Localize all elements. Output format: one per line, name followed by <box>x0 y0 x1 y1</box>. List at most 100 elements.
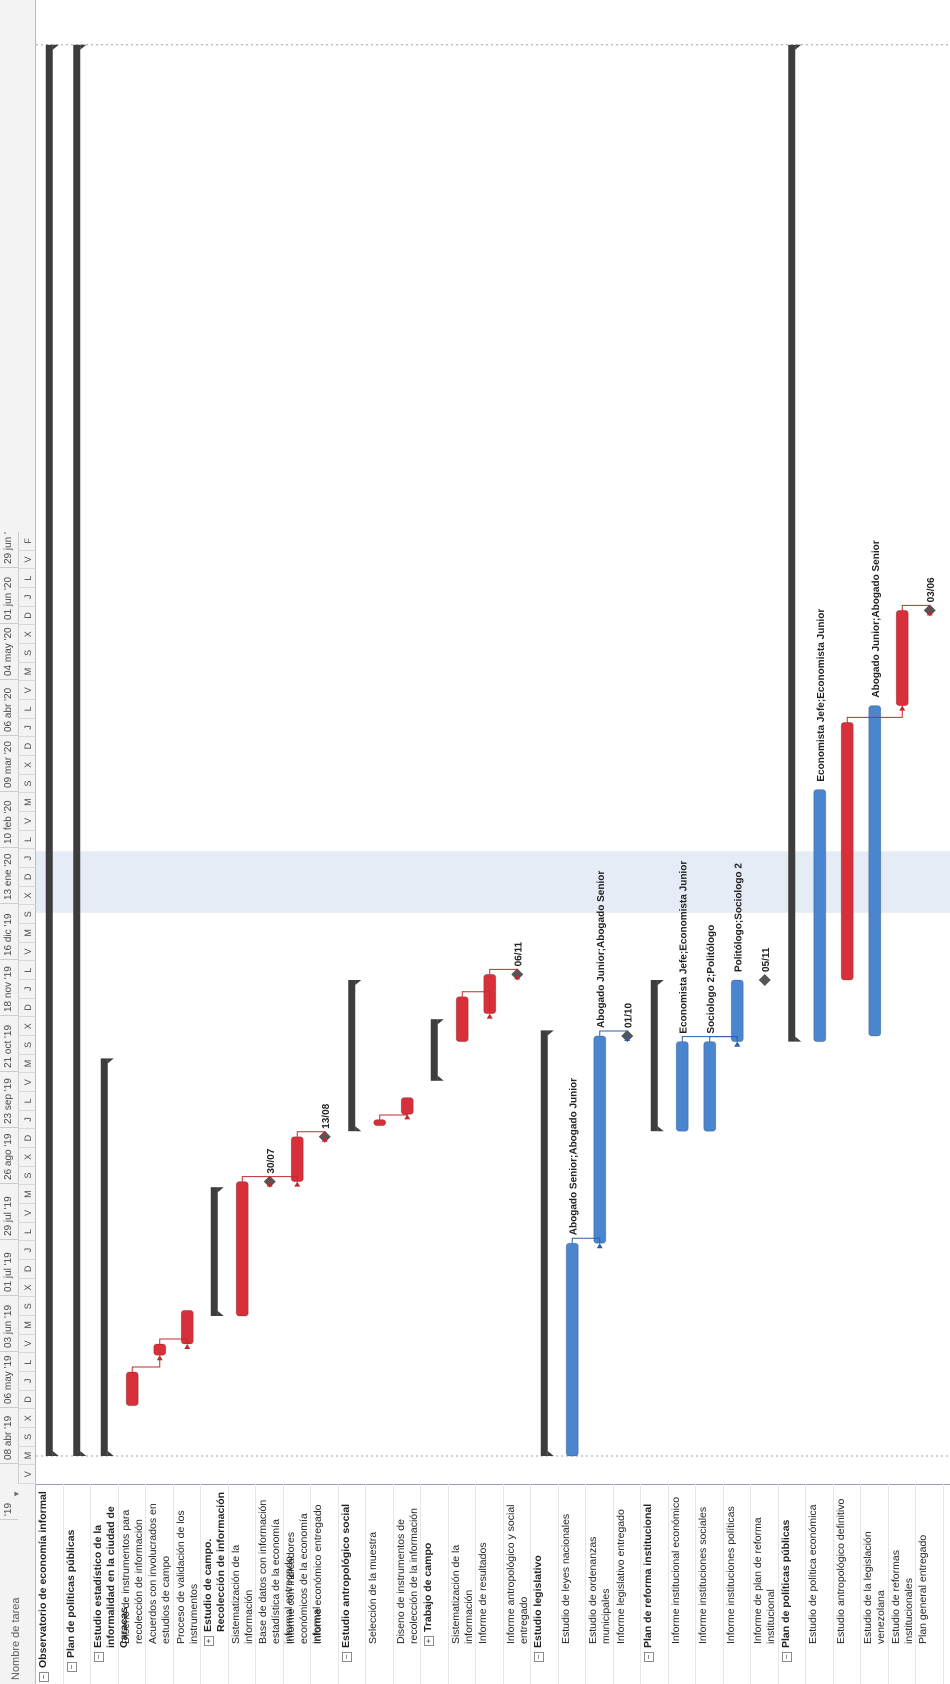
timescale-day-label: M <box>18 1316 36 1335</box>
task-row[interactable]: Informe de plan de reforma institucional <box>751 1484 779 1684</box>
task-row[interactable]: Estudio de la legislación venezolana <box>861 1484 889 1684</box>
collapse-icon[interactable]: − <box>644 1652 654 1662</box>
task-bar <box>675 1041 689 1132</box>
task-row[interactable]: Informe institucional económico <box>668 1484 696 1684</box>
collapse-icon[interactable]: − <box>66 1662 77 1672</box>
timescale-week-label: 04 may '20 <box>0 624 18 680</box>
task-bar <box>703 1041 717 1132</box>
resource-label: Economista Jefe;Economista Junior <box>816 609 827 782</box>
milestone-date-label: 06/11 <box>513 941 524 966</box>
timescale-day-label: D <box>18 998 36 1018</box>
task-row[interactable]: Informe de resultados <box>476 1484 504 1684</box>
timescale-day-label: X <box>18 625 36 644</box>
task-row[interactable]: Informe instituciones políticas <box>723 1484 751 1684</box>
collapse-icon[interactable]: − <box>341 1652 352 1662</box>
timescale-day-label: D <box>18 868 36 887</box>
task-row[interactable]: Acuerdos con involucrados en estudios de… <box>146 1484 174 1684</box>
timescale-week-label: 18 nov '19 <box>0 960 18 1016</box>
task-row[interactable]: Estudio de reformas institucionales <box>888 1484 916 1684</box>
expand-icon[interactable]: + <box>424 1636 434 1646</box>
task-row[interactable]: Base de datos con información estadístic… <box>256 1484 295 1684</box>
timescale-day-label: M <box>18 793 36 812</box>
task-row[interactable]: − Plan de reforma institucional <box>641 1484 669 1684</box>
collapse-icon[interactable]: − <box>39 1672 49 1682</box>
summary-bar <box>348 980 356 1132</box>
task-row[interactable]: − Estudio legislativo <box>531 1484 559 1684</box>
task-row[interactable]: Selección de la muestra <box>366 1484 394 1684</box>
task-row[interactable]: Informe legislativo entregado <box>613 1484 641 1684</box>
resource-label: Abogado Junior;Abogado Senior <box>596 871 607 1028</box>
summary-bar <box>650 980 658 1132</box>
task-row[interactable]: − Estudio antropológico social <box>338 1484 366 1684</box>
task-row[interactable]: Diseno de instrumentos de recolección de… <box>393 1484 421 1684</box>
summary-bar-start-cap <box>107 1451 114 1456</box>
task-row[interactable]: Sistematización de la información <box>448 1484 476 1684</box>
collapse-icon[interactable]: − <box>781 1652 792 1662</box>
dependency-link <box>489 968 518 975</box>
task-row[interactable]: − Plan de políticas públicas <box>778 1484 806 1684</box>
timescale-day-label: M <box>18 1185 36 1204</box>
gantt-chart-area: 30/07 13/08 06/11 Abogado Senior;Abogado Ju… <box>36 0 950 1484</box>
task-row[interactable]: Estudio de leyes nacionales <box>558 1484 586 1684</box>
task-row[interactable]: − Estudio estadístico de la informalidad … <box>91 1484 130 1684</box>
collapse-icon[interactable]: − <box>94 1652 104 1662</box>
timescale-week-label: 01 jun '20 <box>0 568 18 624</box>
dependency-link <box>599 1030 628 1036</box>
task-row[interactable]: − Observatorio de economía informal <box>36 1484 64 1684</box>
critical-task-bar <box>840 721 854 981</box>
dependency-arrowhead <box>596 1243 603 1249</box>
timescale-week-label: 06 abr '20 <box>0 680 18 736</box>
task-row[interactable]: Informe económico entregado <box>311 1484 339 1684</box>
summary-bar-start-cap <box>437 1075 444 1081</box>
task-bar <box>868 705 882 1037</box>
expand-icon[interactable]: + <box>204 1636 214 1646</box>
task-row[interactable]: Sistematización de la información <box>228 1484 256 1684</box>
dependency-link <box>131 1355 161 1372</box>
task-row[interactable]: Informe antropológico y social entregado <box>503 1484 531 1684</box>
task-name: Selección de la muestra <box>367 1531 379 1644</box>
dependency-arrowhead <box>404 1114 411 1120</box>
task-row[interactable]: Diseno de instrumentos para recolección … <box>118 1484 146 1684</box>
timescale-day-label: S <box>18 1036 36 1055</box>
summary-bar-end-cap <box>795 44 802 50</box>
task-row[interactable]: Proceso de validación de los instrumento… <box>173 1484 201 1684</box>
timescale-day-label: J <box>18 588 36 607</box>
task-row[interactable]: Estudio de política económica <box>806 1484 834 1684</box>
task-name: Informe institucional económico <box>669 1496 682 1644</box>
task-name: Estudio de leyes nacionales <box>559 1513 572 1644</box>
task-row[interactable]: + Trabajo de campo <box>421 1484 449 1684</box>
task-bar <box>565 1242 579 1457</box>
summary-bar-start-cap <box>657 1126 664 1132</box>
timescale-week-label: 01 jul '19 <box>0 1240 18 1296</box>
milestone-date-label: 13/08 <box>321 1103 332 1128</box>
task-row[interactable]: − Plan de políticas públicas <box>63 1484 91 1684</box>
task-name: Plan de políticas públicas <box>64 1529 77 1658</box>
resource-label: Economista Jefe;Economista Junior <box>678 861 689 1034</box>
dependency-arrowhead <box>266 1181 273 1187</box>
dependency-arrowhead <box>926 610 933 616</box>
dependency-arrowhead <box>321 1136 328 1142</box>
task-row[interactable]: Plan general entregado <box>916 1484 944 1684</box>
task-row[interactable]: + Estudio de campo. Recolección de inform… <box>201 1484 229 1684</box>
task-row[interactable]: Informe instituciones sociales <box>696 1484 724 1684</box>
timescale-week-label: 13 ene '20 <box>0 848 18 904</box>
task-name: Informe legislativo entregado <box>614 1509 627 1644</box>
collapse-icon[interactable]: − <box>534 1652 544 1662</box>
timescale: '19 08 abr '19 06 may '19 03 jun '19 01 jul … <box>0 0 36 1520</box>
critical-task-bar <box>153 1343 167 1356</box>
timescale-day-label: X <box>18 1148 36 1167</box>
timescale-day-label: L <box>18 1353 36 1372</box>
critical-task-bar <box>895 609 909 707</box>
task-row[interactable]: Informe con indicadores económicos de la… <box>283 1484 323 1684</box>
timescale-day-label: V <box>18 1334 36 1354</box>
task-row[interactable]: Estudio antropológico definitivo <box>833 1484 861 1684</box>
timescale-week-label: '19 <box>0 1464 18 1520</box>
timescale-day-label: M <box>18 1446 36 1466</box>
summary-bar-end-cap <box>355 980 362 985</box>
task-row[interactable]: Estudio de ordenanzas municipales <box>586 1484 614 1684</box>
task-name: Estudio de reformas institucionales <box>889 1550 915 1644</box>
summary-bar <box>788 44 796 1042</box>
dependency-link <box>901 604 931 611</box>
dependency-arrowhead <box>184 1344 191 1349</box>
